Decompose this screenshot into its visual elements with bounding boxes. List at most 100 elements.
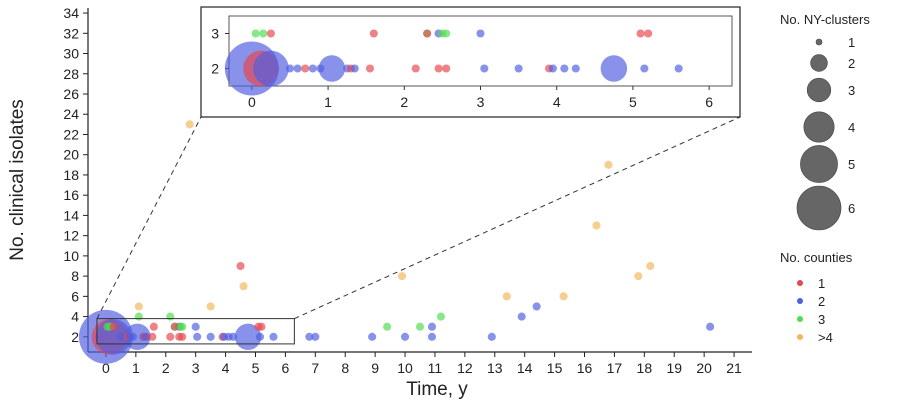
inset-data-point [636,29,645,38]
x-tick-label: 8 [341,360,349,376]
color-legend-swatch [797,280,803,286]
size-legend-label: 4 [848,120,855,135]
data-point [398,272,407,281]
inset-data-point [644,29,653,38]
y-tick-label: 28 [63,66,79,82]
inset-data-point [301,64,310,73]
inset-data-point [259,29,268,38]
inset-y-tick-label: 3 [211,26,219,42]
x-tick-label: 19 [666,360,682,376]
inset-data-point [266,29,275,38]
data-point [193,332,202,341]
zoom-connector-right [294,116,741,320]
data-point [706,322,715,331]
inset-x-tick-label: 6 [705,94,713,110]
y-tick-label: 34 [63,5,79,21]
inset-data-point [350,64,359,73]
data-point [206,332,215,341]
y-tick-label: 18 [63,167,79,183]
x-tick-label: 13 [487,360,503,376]
data-point [239,282,248,291]
y-tick-label: 20 [63,147,79,163]
data-point [634,272,643,281]
y-tick-label: 16 [63,187,79,203]
inset-x-tick-label: 5 [629,94,637,110]
inset-data-point [285,64,295,73]
y-tick-label: 22 [63,126,79,142]
color-legend-label: 2 [818,294,825,309]
y-tick-label: 32 [63,25,79,41]
color-legend-title: No. counties [780,250,853,265]
data-point [166,332,175,341]
data-point [604,160,613,169]
inset-data-point [442,64,451,73]
inset-data-point [251,29,260,38]
inset-data-point [293,64,302,73]
data-point [487,332,496,341]
x-tick-label: 17 [607,360,623,376]
y-tick-label: 6 [71,288,79,304]
data-point [257,322,266,331]
inset-data-point [674,64,683,73]
data-point [305,332,314,341]
data-point [559,292,568,301]
data-point [149,322,158,331]
data-point [427,322,437,331]
data-point [128,332,137,341]
data-point [229,332,238,341]
data-point [134,312,143,321]
data-point [502,292,511,301]
x-tick-label: 6 [282,360,290,376]
inset-data-point [560,64,569,73]
x-tick-label: 12 [457,360,473,376]
x-tick-label: 20 [696,360,712,376]
x-axis-title: Time, y [406,379,468,400]
inset-data-point [316,64,325,73]
y-tick-label: 2 [71,329,79,345]
x-tick-label: 7 [311,360,319,376]
data-point [206,302,215,311]
size-legend-label: 5 [848,157,855,172]
data-point [532,302,541,311]
legend-area: 1 2 3 4 5 6 1 2 3 >4 [796,35,855,345]
inset-data-point [434,64,443,73]
inset-data-point [369,29,378,38]
inset-data-point [476,29,485,38]
inset-data-point [571,64,580,73]
inset-data-point [514,64,523,73]
x-tick-label: 21 [726,360,742,376]
x-tick-label: 10 [397,360,413,376]
data-point [170,322,179,331]
x-tick-label: 14 [517,360,533,376]
inset-data-point [365,64,375,73]
inset-data-point [640,64,649,73]
data-point [592,221,601,230]
inset-y-tick-label: 2 [211,61,219,77]
y-tick-label: 14 [63,207,79,223]
data-point [178,332,187,341]
data-point [109,322,118,331]
inset-x-tick-label: 3 [477,94,485,110]
y-tick-label: 10 [63,248,79,264]
inset-x-tick-label: 1 [324,94,332,110]
x-tick-label: 2 [162,360,170,376]
color-legend-swatch [797,334,803,340]
data-point [383,322,392,331]
data-point [646,261,655,271]
inset-x-tick-label: 0 [248,94,256,110]
y-tick-label: 30 [63,46,79,62]
inset-frame [200,6,741,118]
x-tick-label: 16 [577,360,593,376]
size-legend-circle [796,185,842,231]
inset-plot-area: 2 3 0 1 2 3 4 5 6 [96,6,741,320]
y-tick-label: 26 [63,86,79,102]
data-point [148,332,157,341]
data-point [400,332,410,341]
size-legend-label: 6 [848,201,855,216]
x-tick-label: 4 [222,360,230,376]
inset-data-point [423,29,432,38]
data-point [517,312,526,321]
x-tick-label: 15 [547,360,563,376]
data-point [134,302,143,311]
